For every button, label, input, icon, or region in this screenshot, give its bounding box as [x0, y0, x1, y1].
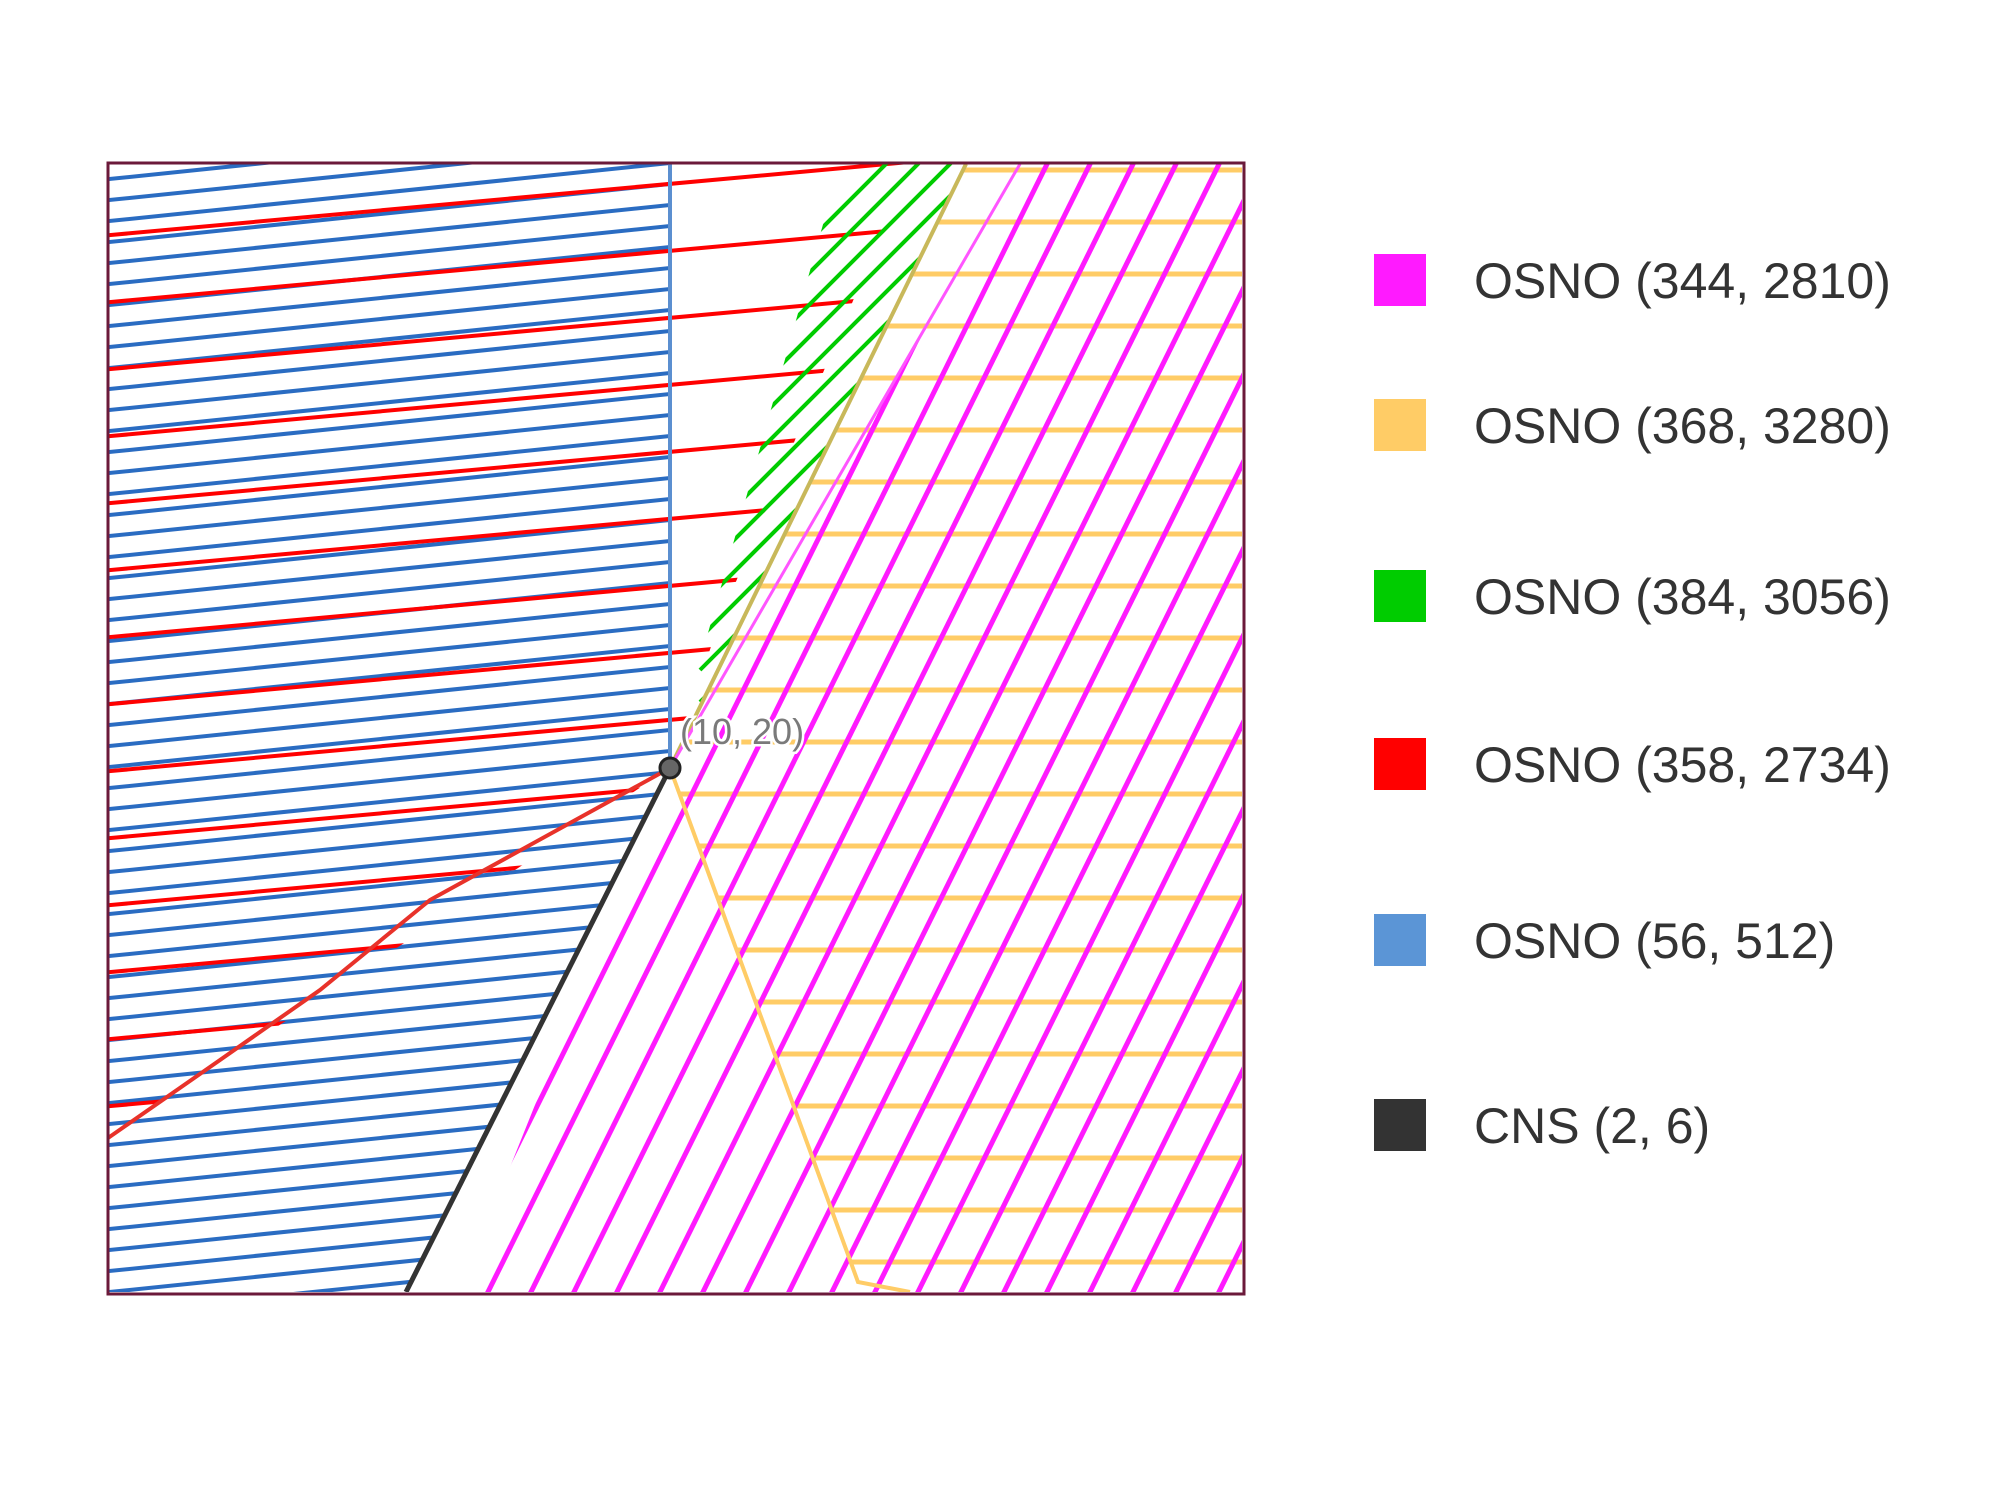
hatch-line: [739, 164, 1242, 1292]
hatch-line: [698, 164, 966, 416]
orange-region-boundary: [668, 767, 911, 1292]
hatch-line: [100, 1317, 680, 1377]
hatch-line: [108, 454, 670, 518]
legend-swatch: [1374, 914, 1426, 966]
hatch-line: [108, 475, 670, 539]
hatch-line: [100, 1338, 680, 1398]
hatch-line: [1817, 150, 2000, 1300]
legend-swatch: [1374, 570, 1426, 622]
hatch-line: [108, 622, 670, 686]
hatch-line: [1688, 150, 2000, 1300]
hatch-line: [108, 286, 670, 350]
hatch-line: [108, 164, 910, 238]
hatch-line: [108, 328, 670, 392]
hatch-line: [698, 208, 966, 512]
hatch-line: [108, 349, 670, 413]
hatch-line: [108, 559, 670, 623]
hatch-line: [698, 272, 966, 576]
legend-label: OSNO (368, 3280): [1474, 398, 1891, 454]
legend-label: CNS (2, 6): [1474, 1098, 1710, 1154]
hatch-line: [108, 664, 670, 728]
hatch-line: [481, 164, 1057, 1292]
hatch-line: [108, 517, 670, 581]
hatch-line: [997, 164, 1242, 1292]
hatch-line: [868, 164, 1242, 1292]
hatch-line: [108, 360, 910, 439]
hatch-line: [108, 164, 670, 182]
hatch-line: [108, 727, 670, 791]
hatch-line: [1126, 164, 1242, 1292]
hatch-line: [698, 240, 966, 544]
hatch-line: [1860, 150, 2000, 1300]
hatch-line: [108, 307, 670, 371]
hatch-line: [954, 164, 1242, 1292]
hatch-line: [524, 164, 1100, 1292]
hatch-line: [1040, 164, 1242, 1292]
legend-swatch: [1374, 399, 1426, 451]
hatch-line: [610, 164, 1186, 1292]
legend-swatch: [1374, 254, 1426, 306]
green-orange-boundary: [668, 164, 968, 769]
hatch-line: [1774, 150, 2000, 1300]
region-osno-384-3056: [698, 164, 966, 768]
plot-frame: [106, 161, 1246, 1296]
region-osno-368-3280: [670, 167, 1242, 1265]
hatch-line: [782, 164, 1242, 1292]
legend-swatch: [1374, 1099, 1426, 1151]
region-osno-56-512: [100, 164, 680, 1419]
hatch-line: [108, 202, 670, 266]
hatch-line: [108, 164, 670, 203]
hatch-line: [567, 164, 1143, 1292]
intersection-point: [658, 756, 682, 780]
hatch-line: [108, 853, 670, 917]
hatch-line: [653, 164, 1229, 1292]
hatch-line: [108, 433, 670, 497]
hatch-line: [100, 1359, 680, 1419]
point-label: (10, 20): [680, 711, 804, 752]
hatch-line: [698, 336, 966, 640]
hatch-line: [108, 811, 670, 875]
legend-label: OSNO (358, 2734): [1474, 737, 1891, 793]
hatch-line: [1731, 150, 2000, 1300]
hatch-line: [108, 832, 670, 896]
hatch-line: [108, 370, 670, 434]
hatch-line: [108, 538, 670, 602]
legend: OSNO (344, 2810) OSNO (368, 3280) OSNO (38…: [1374, 253, 1891, 1154]
hatch-line: [698, 164, 966, 384]
magenta-region-boundary: [668, 164, 1022, 769]
legend-label: OSNO (56, 512): [1474, 913, 1835, 969]
hatch-line: [108, 874, 670, 938]
hatch-line: [698, 164, 966, 352]
hatch-line: [108, 706, 670, 770]
hatch-line: [108, 748, 670, 812]
hatch-line: [108, 496, 670, 560]
legend-label: OSNO (384, 3056): [1474, 569, 1891, 625]
hatch-line: [1083, 164, 1242, 1292]
hatch-line: [825, 164, 1242, 1292]
legend-swatch: [1374, 738, 1426, 790]
hatch-line: [108, 265, 670, 329]
hatch-line: [108, 293, 910, 372]
hatch-line: [108, 601, 670, 665]
hatch-line: [108, 223, 670, 287]
hatch-line: [108, 685, 670, 749]
red-region-boundary: [108, 766, 671, 1140]
hatch-line: [108, 412, 670, 476]
hatch-line: [108, 164, 670, 224]
hatch-line: [100, 1296, 680, 1356]
hatch-line: [108, 790, 670, 854]
hatch-line: [108, 895, 670, 959]
cns-boundary-line: [403, 766, 673, 1292]
hatch-line: [108, 226, 910, 305]
region-osno-344-2810: [460, 150, 2000, 1300]
hatch-line: [108, 769, 670, 833]
hatch-line: [108, 391, 670, 455]
hatch-line: [108, 561, 910, 640]
legend-label: OSNO (344, 2810): [1474, 253, 1891, 309]
hatch-line: [108, 427, 910, 506]
hatch-line: [911, 164, 1242, 1292]
